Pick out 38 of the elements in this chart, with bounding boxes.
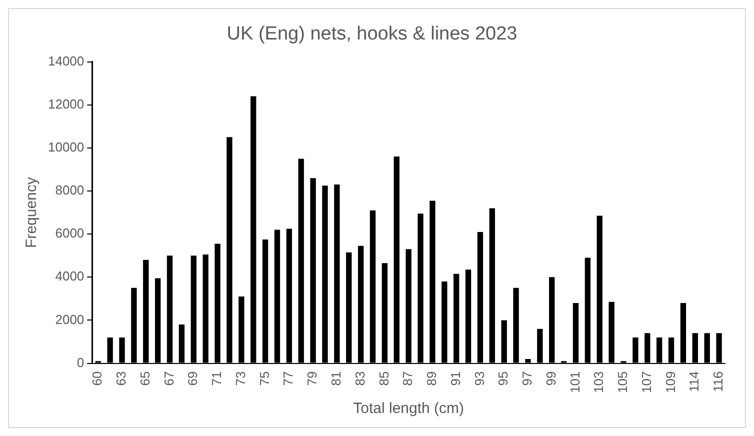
x-axis-title: Total length (cm): [353, 400, 464, 418]
x-tick-label: 77: [280, 371, 296, 386]
x-tick-label: 79: [304, 371, 320, 386]
x-tick-label: 95: [496, 371, 511, 386]
x-tick-label: 116: [710, 371, 726, 392]
y-tick-label: 12000: [48, 96, 84, 112]
y-tick-label: 0: [76, 354, 84, 370]
y-tick-label: 14000: [48, 53, 84, 68]
x-tick-label: 107: [638, 371, 654, 394]
x-tick-label: 85: [376, 371, 392, 386]
x-tick-label: 97: [520, 371, 535, 386]
x-tick-label: 75: [256, 371, 272, 386]
x-tick-label: 101: [567, 371, 582, 394]
chart-title: UK (Eng) nets, hooks & lines 2023: [226, 24, 518, 45]
y-tick-label: 2000: [55, 312, 84, 327]
x-tick-label: 109: [662, 371, 678, 394]
x-tick-label: 83: [352, 371, 368, 386]
x-tick-label: 73: [232, 371, 248, 386]
x-tick-label: 81: [328, 371, 344, 386]
x-tick-label: 67: [161, 371, 176, 386]
x-tick-label: 87: [400, 371, 416, 386]
x-tick-label: 93: [472, 371, 487, 386]
x-tick-label: 103: [591, 371, 606, 394]
x-tick-label: 105: [615, 371, 630, 394]
x-tick-label: 65: [137, 371, 152, 386]
y-tick-label: 6000: [55, 226, 84, 241]
x-tick-label: 69: [185, 371, 200, 386]
y-tick-label: 8000: [55, 182, 84, 198]
x-tick-label: 63: [114, 371, 129, 386]
y-axis-title: Frequency: [23, 176, 40, 248]
x-tick-label: 114: [686, 371, 702, 392]
x-tick-label: 91: [448, 371, 463, 386]
x-tick-label: 71: [209, 371, 224, 386]
x-tick-label: 89: [424, 371, 440, 386]
y-tick-label: 4000: [55, 268, 84, 284]
x-tick-label: 99: [543, 371, 558, 386]
x-tick-label: 60: [90, 371, 105, 386]
y-tick-label: 10000: [48, 140, 84, 155]
